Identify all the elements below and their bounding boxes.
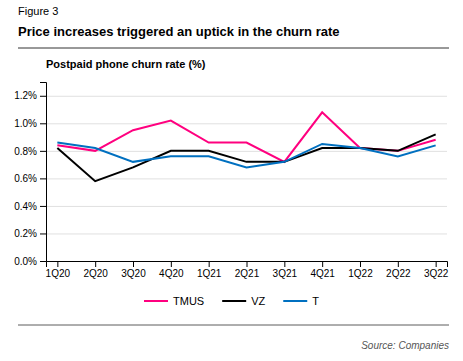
x-tick-mark [436, 261, 437, 267]
x-axis-line [47, 262, 448, 268]
figure-label: Figure 3 [18, 5, 58, 17]
legend: TMUS VZ T [144, 295, 319, 307]
y-tick: 0.4% [14, 201, 46, 212]
title: Price increases triggered an uptick in t… [18, 24, 340, 39]
rule [18, 325, 449, 326]
y-tick-label: 1.2% [14, 90, 37, 101]
grid-tick [46, 123, 447, 124]
x-tick-label: 2Q21 [235, 268, 260, 279]
x-tick: 1Q22 [348, 261, 373, 279]
y-tick: 0.2% [14, 228, 46, 239]
x-tick-mark [171, 261, 172, 267]
legend-item: T [283, 295, 319, 307]
grid-tick [46, 206, 447, 207]
y-tick-mark [40, 123, 46, 124]
y-tick: 0.0% [14, 256, 46, 267]
y-tick: 0.6% [14, 173, 46, 184]
x-tick-mark [284, 261, 285, 267]
y-tick-mark [40, 261, 46, 262]
x-tick: 1Q21 [197, 261, 222, 279]
series-line [57, 143, 435, 168]
x-tick: 4Q21 [310, 261, 335, 279]
x-tick: 2Q21 [235, 261, 260, 279]
y-tick: 1.0% [14, 118, 46, 129]
plot: 0.0% 0.2% 0.4% 0.6% 0.8% 1.0% 1.2% 1Q20 2Q20 3Q20… [14, 83, 449, 280]
x-tick-mark [398, 261, 399, 267]
x-tick: 4Q20 [159, 261, 184, 279]
y-axis-line [40, 83, 47, 262]
x-axis: 1Q20 2Q20 3Q20 4Q20 1Q21 2Q21 3Q21 4Q21 1Q22 2Q22… [46, 261, 449, 279]
legend-swatch [222, 300, 246, 302]
grid [46, 96, 447, 261]
x-tick-label: 1Q20 [46, 268, 71, 279]
x-tick-mark [247, 261, 248, 267]
x-tick: 3Q22 [424, 261, 449, 279]
legend-swatch [283, 300, 307, 302]
y-tick-label: 0.0% [14, 256, 37, 267]
y-tick-mark [40, 96, 46, 97]
source: Source: Companies [361, 340, 449, 351]
subtitle: Postpaid phone churn rate (%) [46, 58, 206, 70]
y-tick-mark [40, 233, 46, 234]
x-tick-mark [57, 261, 58, 267]
y-tick: 0.8% [14, 146, 46, 157]
x-tick: 3Q20 [121, 261, 146, 279]
x-tick: 1Q20 [46, 261, 71, 279]
y-tick: 1.2% [14, 90, 46, 101]
y-tick-label: 0.2% [14, 228, 37, 239]
y-tick-mark [40, 178, 46, 179]
y-axis: 0.0% 0.2% 0.4% 0.6% 0.8% 1.0% 1.2% [14, 83, 46, 267]
x-tick-mark [133, 261, 134, 267]
grid-line [46, 206, 447, 207]
x-tick-mark [95, 261, 96, 267]
grid-line [46, 123, 447, 124]
rule [18, 48, 449, 49]
x-tick-label: 3Q21 [273, 268, 298, 279]
grid-tick [46, 233, 447, 234]
x-tick: 3Q21 [273, 261, 298, 279]
y-tick-mark [40, 151, 46, 152]
grid-tick [46, 96, 447, 97]
x-tick: 2Q22 [386, 261, 411, 279]
legend-label: VZ [251, 295, 265, 307]
legend-item: TMUS [144, 295, 204, 307]
x-tick-label: 4Q21 [310, 268, 335, 279]
x-tick-label: 2Q22 [386, 268, 411, 279]
y-tick-label: 1.0% [14, 118, 37, 129]
x-tick-mark [360, 261, 361, 267]
x-tick-label: 3Q22 [424, 268, 449, 279]
grid-line [46, 178, 447, 179]
x-tick-label: 3Q20 [121, 268, 146, 279]
legend-swatch [144, 300, 168, 302]
x-tick-label: 2Q20 [83, 268, 108, 279]
x-tick: 2Q20 [83, 261, 108, 279]
grid-tick [46, 178, 447, 179]
series-line [57, 134, 435, 181]
y-tick-label: 0.6% [14, 173, 37, 184]
chart: Figure 3 Price increases triggered an upt… [0, 0, 463, 361]
lines [57, 112, 435, 181]
x-tick-label: 4Q20 [159, 268, 184, 279]
x-tick-label: 1Q21 [197, 268, 222, 279]
x-tick-mark [322, 261, 323, 267]
x-tick-mark [209, 261, 210, 267]
grid-line [46, 233, 447, 234]
legend-item: VZ [222, 295, 265, 307]
y-tick-label: 0.4% [14, 201, 37, 212]
x-tick-label: 1Q22 [348, 268, 373, 279]
legend-label: TMUS [173, 295, 204, 307]
y-tick-mark [40, 206, 46, 207]
legend-label: T [312, 295, 319, 307]
y-tick-label: 0.8% [14, 146, 37, 157]
grid-line [46, 96, 447, 97]
